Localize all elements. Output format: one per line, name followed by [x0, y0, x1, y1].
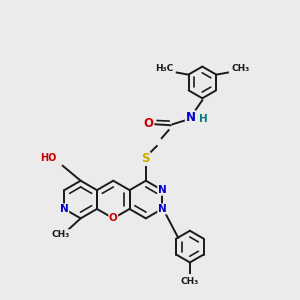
Text: CH₃: CH₃ — [232, 64, 250, 73]
Text: H₃C: H₃C — [155, 64, 173, 73]
Text: O: O — [109, 213, 118, 224]
Text: N: N — [158, 204, 167, 214]
Text: CH₃: CH₃ — [181, 277, 199, 286]
Text: N: N — [60, 204, 69, 214]
Text: O: O — [144, 117, 154, 130]
Text: S: S — [142, 152, 150, 165]
Text: H: H — [199, 114, 208, 124]
Text: CH₃: CH₃ — [52, 230, 70, 239]
Text: N: N — [185, 111, 195, 124]
Text: N: N — [158, 185, 167, 195]
Text: HO: HO — [40, 153, 56, 163]
